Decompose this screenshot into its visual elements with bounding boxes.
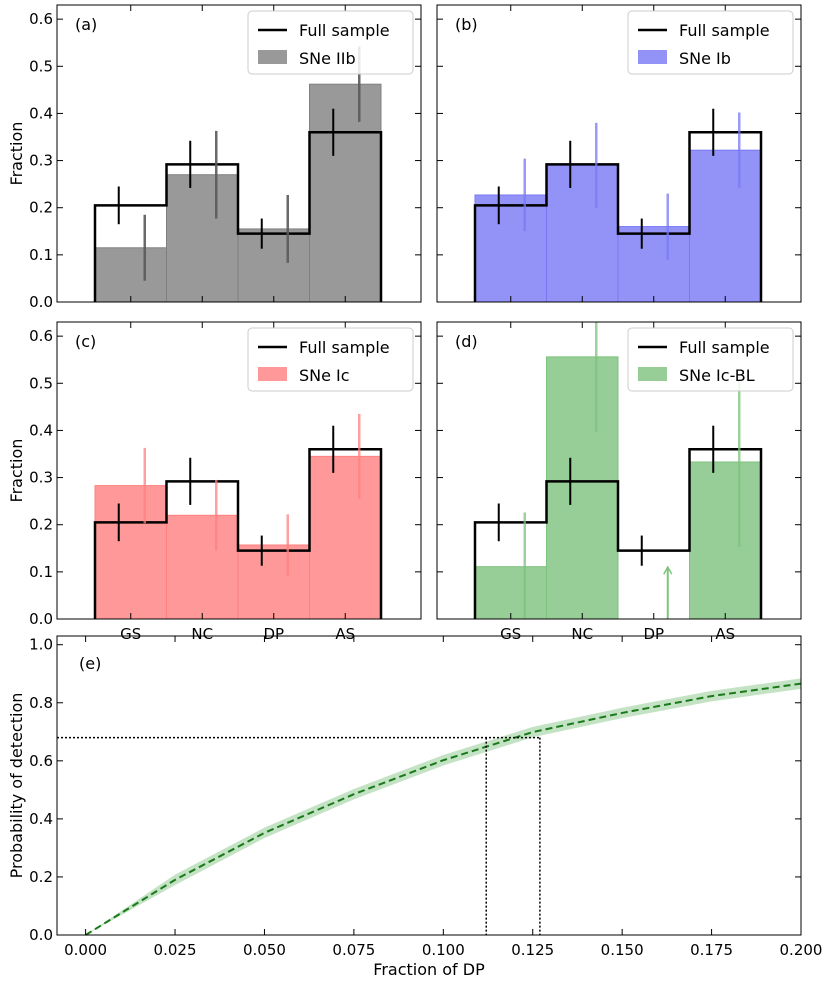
y-tick-label: 0.3 (29, 469, 53, 487)
axes-frame (56, 4, 422, 303)
x-tick-label: 0.050 (243, 941, 286, 959)
y-tick-label: 0.1 (29, 563, 53, 581)
bar-gs (94, 485, 167, 620)
panel-e: 0.0 0.2 0.4 0.6 0.8 1.0 0.000 0.025 0.050 0.075 0.… (7, 635, 823, 979)
full-sample-step (93, 131, 383, 302)
bar-nc (546, 356, 619, 620)
panel-label: (e) (79, 654, 101, 673)
legend-box (627, 10, 794, 75)
panel-a: 0.0 0.1 0.2 0.3 0.4 0.5 0.6 Fraction (a) Full sam… (7, 4, 422, 311)
bar-dp (617, 226, 690, 303)
axes-frame (56, 635, 802, 936)
y-axis-label: Fraction (7, 439, 26, 503)
x-tick-label: NC (571, 625, 593, 643)
legend: Full sample SNe Ic-BL (627, 327, 794, 392)
y-tick-label: 0.5 (29, 57, 53, 75)
x-tick-label: 0.125 (511, 941, 554, 959)
x-tick-label: AS (715, 625, 735, 643)
y-tick-label: 0.8 (29, 694, 53, 712)
bar-as (309, 455, 382, 620)
y-tick-label: 1.0 (29, 636, 53, 654)
axes-frame (56, 321, 422, 620)
panel-label: (d) (455, 332, 478, 351)
full-sample-step (473, 131, 763, 302)
legend-box (247, 10, 414, 75)
legend-label-sub: SNe IIb (299, 49, 356, 68)
y-tick-label: 0.5 (29, 374, 53, 392)
y-tick-label: 0.2 (29, 516, 53, 534)
axes-frame (436, 321, 802, 620)
x-tick-label: GS (500, 625, 521, 643)
y-tick-label: 0.4 (29, 810, 53, 828)
legend: Full sample SNe IIb (247, 10, 414, 75)
full-sample-step (473, 448, 763, 619)
legend: Full sample SNe Ib (627, 10, 794, 75)
bar-as (309, 83, 382, 303)
x-tick-label: 0.100 (422, 941, 465, 959)
y-tick-label: 0.3 (29, 152, 53, 170)
panel-label: (a) (75, 15, 97, 34)
legend-label-sub: SNe Ic-BL (679, 366, 755, 385)
legend-color-swatch (638, 50, 667, 64)
x-tick-label: AS (335, 625, 355, 643)
x-tick-label: GS (120, 625, 141, 643)
panel-d: GS NC DP AS (d) Full sample SNe Ic-BL (436, 321, 802, 643)
legend-color-swatch (638, 367, 667, 381)
x-tick-label: 0.075 (332, 941, 375, 959)
legend-color-swatch (258, 50, 287, 64)
bar-gs (474, 194, 547, 303)
full-sample-step (93, 448, 383, 619)
bar-nc (166, 174, 239, 303)
bar-dp (237, 228, 310, 303)
detection-curve (85, 682, 802, 936)
legend-label-full: Full sample (679, 21, 770, 40)
x-axis-label: Fraction of DP (373, 960, 485, 979)
legend-label-sub: SNe Ib (679, 49, 731, 68)
y-axis-label: Fraction (7, 122, 26, 186)
y-tick-label: 0.6 (29, 752, 53, 770)
y-tick-label: 0.4 (29, 104, 53, 122)
bar-as (689, 149, 762, 303)
x-tick-label: DP (643, 625, 664, 643)
x-tick-label: 0.025 (154, 941, 197, 959)
axes-frame (436, 4, 802, 303)
upper-limit-arrowhead (663, 565, 673, 575)
y-tick-label: 0.2 (29, 868, 53, 886)
bar-nc (546, 164, 619, 303)
legend-label-full: Full sample (679, 338, 770, 357)
legend-label-full: Full sample (299, 338, 390, 357)
bar-nc (166, 514, 239, 620)
legend-box (247, 327, 414, 392)
y-tick-label: 0.0 (29, 610, 53, 628)
panel-c: 0.0 0.1 0.2 0.3 0.4 0.5 0.6 GS NC DP AS Fraction (c)… (7, 321, 422, 643)
y-tick-label: 0.2 (29, 199, 53, 217)
bar-dp (237, 544, 310, 620)
panel-label: (b) (455, 15, 478, 34)
x-tick-label: DP (263, 625, 284, 643)
y-tick-label: 0.1 (29, 246, 53, 264)
y-tick-label: 0.4 (29, 421, 53, 439)
x-tick-label: 0.000 (64, 941, 107, 959)
panel-label: (c) (75, 332, 96, 351)
y-tick-label: 0.6 (29, 327, 53, 345)
bar-as (689, 461, 762, 620)
x-tick-label: 0.200 (780, 941, 823, 959)
bar-gs (474, 566, 547, 620)
y-tick-label: 0.0 (29, 293, 53, 311)
x-tick-label: NC (191, 625, 213, 643)
x-tick-label: 0.150 (601, 941, 644, 959)
x-tick-label: 0.175 (690, 941, 733, 959)
legend-label-full: Full sample (299, 21, 390, 40)
legend-label-sub: SNe Ic (299, 366, 350, 385)
legend-color-swatch (258, 367, 287, 381)
panel-b: (b) Full sample SNe Ib (436, 4, 802, 303)
legend: Full sample SNe Ic (247, 327, 414, 392)
y-axis-label: Probability of detection (7, 693, 26, 879)
y-tick-label: 0.0 (29, 926, 53, 944)
y-tick-label: 0.6 (29, 10, 53, 28)
bar-gs (94, 247, 167, 303)
legend-box (627, 327, 794, 392)
confidence-band (85, 678, 802, 935)
